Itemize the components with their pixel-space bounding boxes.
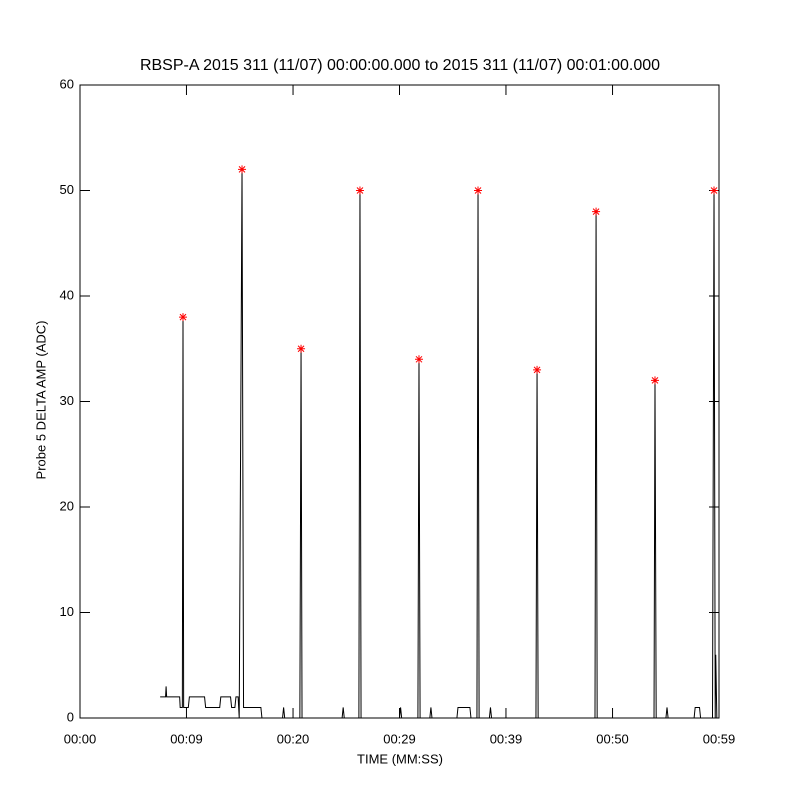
y-tick-label: 20 — [60, 498, 74, 513]
peak-marker — [474, 186, 483, 195]
x-tick-label: 00:29 — [383, 731, 416, 746]
x-axis-label: TIME (MM:SS) — [357, 751, 443, 766]
peak-marker — [533, 365, 542, 374]
x-tick-label: 00:50 — [596, 731, 629, 746]
y-tick-label: 40 — [60, 287, 74, 302]
x-tick-label: 00:09 — [170, 731, 203, 746]
x-tick-label: 00:00 — [64, 731, 97, 746]
x-tick-label: 00:39 — [490, 731, 523, 746]
peak-marker — [178, 313, 187, 322]
peak-marker — [414, 355, 423, 364]
y-tick-label: 10 — [60, 604, 74, 619]
peak-marker — [592, 207, 601, 216]
y-tick-label: 60 — [60, 76, 74, 91]
y-axis-label: Probe 5 DELTA AMP (ADC) — [33, 321, 48, 480]
data-line — [160, 169, 718, 719]
peak-marker — [650, 376, 659, 385]
x-tick-label: 00:20 — [277, 731, 310, 746]
peak-marker — [710, 186, 719, 195]
peak-marker — [238, 165, 247, 174]
peak-marker — [297, 344, 306, 353]
y-tick-label: 0 — [67, 709, 74, 724]
x-tick-label: 00:59 — [703, 731, 736, 746]
peak-marker — [355, 186, 364, 195]
y-tick-label: 30 — [60, 393, 74, 408]
y-tick-label: 50 — [60, 182, 74, 197]
chart-title: RBSP-A 2015 311 (11/07) 00:00:00.000 to … — [140, 57, 660, 74]
